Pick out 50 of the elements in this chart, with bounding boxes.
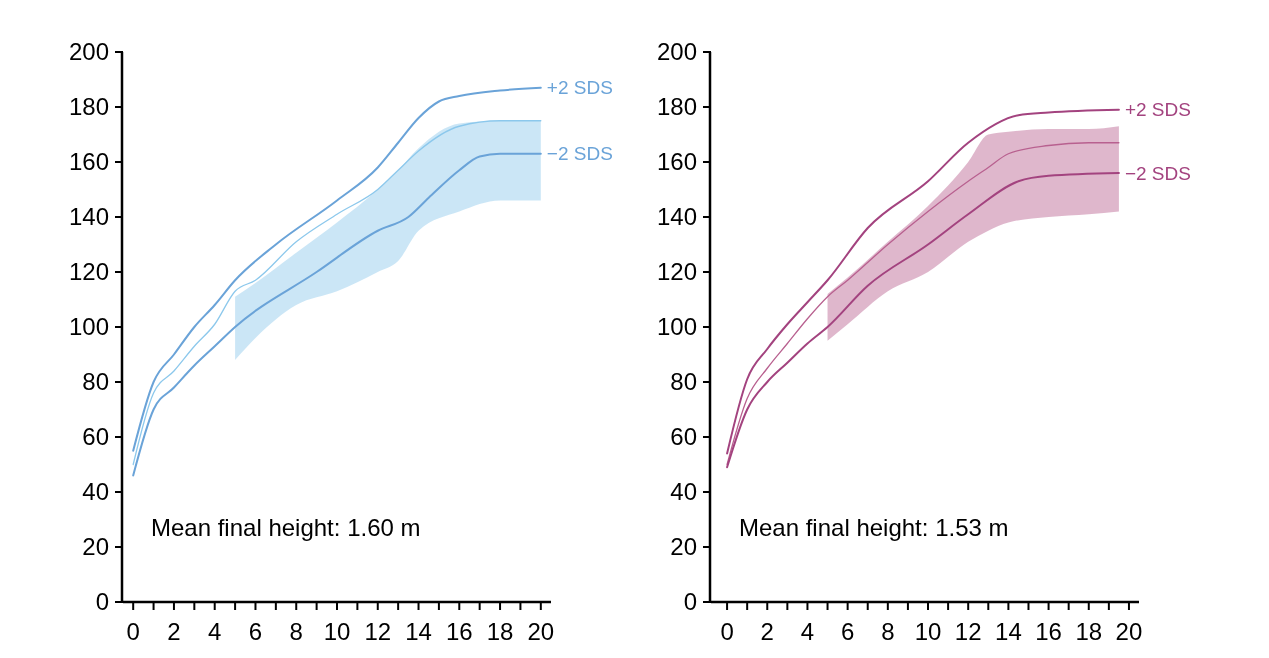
x-tick-label: 14 <box>995 618 1022 645</box>
annotation: Mean final height: 1.53 m <box>739 514 1009 541</box>
x-tick-label: 6 <box>840 618 855 645</box>
y-tick-label: 20 <box>670 533 697 561</box>
x-tick-label: 10 <box>323 618 351 645</box>
y-tick-label: 160 <box>656 148 697 176</box>
x-tick-label: 16 <box>445 618 473 645</box>
x-tick-label: 4 <box>800 618 815 645</box>
series-label: +2 SDS <box>1124 99 1191 121</box>
y-tick-label: 40 <box>82 478 109 506</box>
x-tick-label: 2 <box>167 618 181 645</box>
x-tick-label: 14 <box>405 618 432 645</box>
x-tick-label: 12 <box>364 618 392 645</box>
y-tick-label: 140 <box>68 203 109 231</box>
x-tick-label: 8 <box>881 618 895 645</box>
x-tick-label: 2 <box>760 618 774 645</box>
y-tick-label: 20 <box>82 533 109 561</box>
y-tick-label: 120 <box>656 258 697 286</box>
x-tick-label: 16 <box>1035 618 1062 645</box>
x-tick-label: 18 <box>486 618 514 645</box>
y-tick-label: 80 <box>82 368 109 396</box>
y-tick-label: 100 <box>656 313 697 341</box>
y-tick-label: 40 <box>670 478 697 506</box>
annotation: Mean final height: 1.60 m <box>151 514 421 541</box>
x-tick-label: 12 <box>954 618 982 645</box>
x-tick-label: 18 <box>1075 618 1103 645</box>
x-tick-label: 0 <box>720 618 734 645</box>
y-tick-label: 100 <box>68 313 109 341</box>
series-label: −2 SDS <box>1124 162 1191 184</box>
x-tick-label: 20 <box>527 618 555 645</box>
y-tick-label: 60 <box>82 423 109 451</box>
y-tick-label: 120 <box>68 258 109 286</box>
x-tick-label: 4 <box>208 618 222 645</box>
y-tick-label: 0 <box>95 588 109 616</box>
x-tick-label: 8 <box>289 618 303 645</box>
y-tick-label: 0 <box>683 588 697 616</box>
series-label: +2 SDS <box>546 77 613 99</box>
y-tick-label: 80 <box>670 368 697 396</box>
y-tick-label: 200 <box>656 38 697 66</box>
x-tick-label: 6 <box>248 618 263 645</box>
y-tick-label: 200 <box>68 38 109 66</box>
x-tick-label: 10 <box>914 618 942 645</box>
series-label: −2 SDS <box>546 143 613 165</box>
x-tick-label: 20 <box>1115 618 1143 645</box>
y-tick-label: 160 <box>68 148 109 176</box>
y-tick-label: 180 <box>68 93 109 121</box>
y-tick-label: 60 <box>670 423 697 451</box>
y-tick-label: 180 <box>656 93 697 121</box>
y-tick-label: 140 <box>656 203 697 231</box>
x-tick-label: 0 <box>126 618 140 645</box>
